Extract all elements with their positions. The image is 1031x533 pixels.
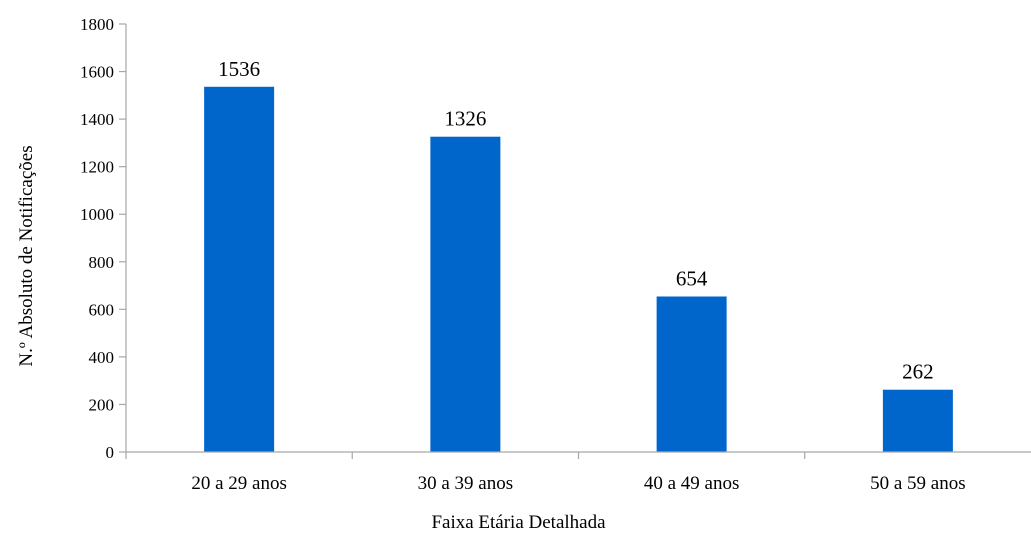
bar-value-label: 1536	[218, 57, 260, 81]
y-tick-label: 1000	[80, 205, 114, 224]
x-category-label: 40 a 49 anos	[644, 473, 740, 494]
bar	[882, 389, 953, 452]
y-axis-title: N.º Absoluto de Notificações	[16, 145, 37, 366]
y-axis-ticks: 0 200 400 600 800 1000 1200 1400 1600 1800	[80, 15, 126, 462]
y-tick-label: 400	[89, 348, 115, 367]
y-tick-label: 1600	[80, 63, 114, 82]
data-labels: 1536 1326 654 262	[218, 57, 934, 384]
y-tick-label: 600	[89, 300, 115, 319]
bar	[204, 86, 275, 453]
x-category-label: 20 a 29 anos	[191, 473, 287, 494]
bar-value-label: 654	[676, 266, 708, 290]
y-tick-label: 0	[106, 443, 115, 462]
bar-value-label: 1326	[444, 107, 486, 131]
x-axis-title: Faixa Etária Detalhada	[431, 512, 606, 533]
y-tick-label: 800	[89, 253, 115, 272]
y-tick-label: 200	[89, 395, 115, 414]
bar-series	[204, 86, 953, 453]
x-category-label: 30 a 39 anos	[418, 473, 514, 494]
x-axis-ticks: 20 a 29 anos 30 a 39 anos 40 a 49 anos 50 a…	[125, 452, 966, 494]
bar-value-label: 262	[902, 360, 934, 384]
x-category-label: 50 a 59 anos	[870, 473, 966, 494]
bar	[430, 136, 501, 452]
bar	[656, 296, 727, 452]
y-tick-label: 1800	[80, 15, 114, 34]
y-tick-label: 1200	[80, 158, 114, 177]
y-tick-label: 1400	[80, 110, 114, 129]
